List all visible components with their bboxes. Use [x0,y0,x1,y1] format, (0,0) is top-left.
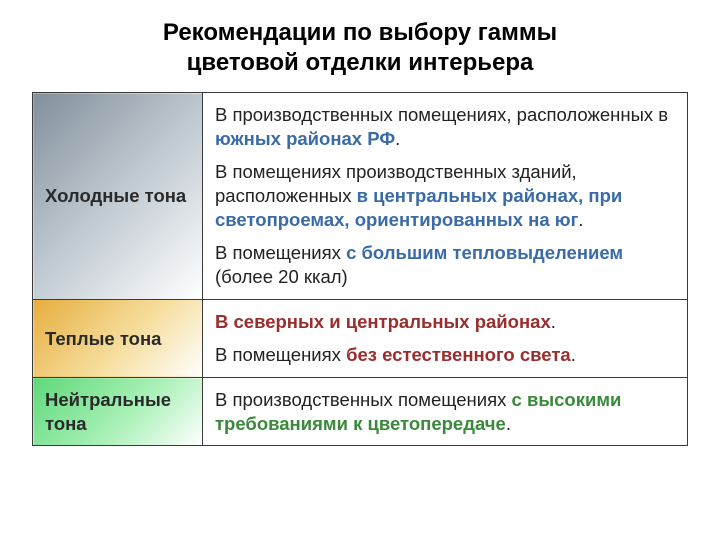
para-post: . [551,311,556,332]
row-label-cell: Холодные тона [33,93,203,300]
content-paragraph: В помещениях с большим тепловыделением (… [215,241,675,288]
table-row: Холодные тона В производственных помещен… [33,93,688,300]
para-post: . [506,413,511,434]
content-paragraph: В производственных помещениях с высокими… [215,388,675,435]
row-label: Нейтральные тона [45,389,171,434]
para-highlight: южных районах РФ [215,128,395,149]
table-body: Холодные тона В производственных помещен… [33,93,688,446]
title-line-2: цветовой отделки интерьера [187,49,534,76]
para-post: . [578,209,583,230]
para-post: . [395,128,400,149]
row-label-cell: Нейтральные тона [33,378,203,446]
para-pre: В производственных помещениях, расположе… [215,104,668,125]
para-post: . [571,344,576,365]
para-pre: В помещениях [215,344,346,365]
table-row: Теплые тона В северных и центральных рай… [33,299,688,377]
content-paragraph: В помещениях производственных зданий, ра… [215,160,675,231]
content-paragraph: В помещениях без естественного света. [215,343,675,367]
table-row: Нейтральные тона В производственных поме… [33,378,688,446]
para-highlight: без естественного света [346,344,571,365]
row-content-cell: В производственных помещениях, расположе… [203,93,688,300]
para-post: (более 20 ккал) [215,266,348,287]
recommendations-table: Холодные тона В производственных помещен… [32,92,688,446]
slide-title: Рекомендации по выбору гаммы цветовой от… [32,18,688,78]
row-content-cell: В производственных помещениях с высокими… [203,378,688,446]
content-paragraph: В производственных помещениях, расположе… [215,103,675,150]
row-content-cell: В северных и центральных районах. В поме… [203,299,688,377]
para-highlight: с большим тепловыделением [346,242,623,263]
row-label-cell: Теплые тона [33,299,203,377]
para-highlight: В северных и центральных районах [215,311,551,332]
title-line-1: Рекомендации по выбору гаммы [163,19,557,46]
row-label: Холодные тона [45,185,186,206]
row-label: Теплые тона [45,328,161,349]
para-pre: В производственных помещениях [215,389,512,410]
content-paragraph: В северных и центральных районах. [215,310,675,334]
para-pre: В помещениях [215,242,346,263]
